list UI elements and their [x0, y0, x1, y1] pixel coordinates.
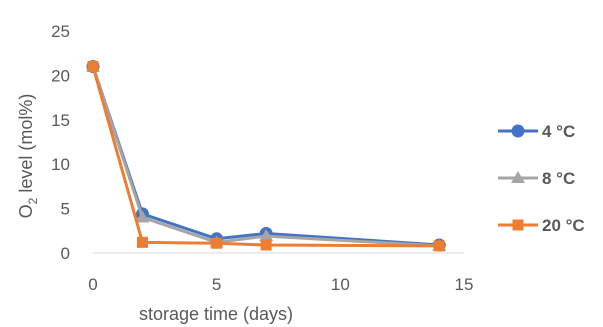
series-triangle: [86, 59, 447, 251]
data-point-square: [87, 61, 99, 73]
y-tick-label: 25: [51, 22, 70, 41]
data-point-triangle: [259, 229, 274, 242]
data-point-triangle: [135, 210, 150, 223]
data-point-square: [211, 237, 223, 249]
y-tick-label: 10: [51, 155, 70, 174]
data-point-square: [260, 239, 272, 251]
x-tick-labels: 0 5 10 15: [88, 275, 473, 294]
y-tick-label: 15: [51, 111, 70, 130]
y-tick-label: 0: [61, 244, 70, 263]
y-axis-title: O2 level (mol%): [16, 94, 40, 219]
data-point-square: [433, 240, 445, 252]
legend-marker-circle: [511, 124, 525, 138]
legend-label: 20 °C: [542, 216, 585, 235]
y-axis-title-subscript: 2: [26, 197, 40, 204]
x-tick-label: 10: [331, 275, 350, 294]
y-tick-label: 20: [51, 66, 70, 85]
legend-label: 8 °C: [542, 169, 575, 188]
y-tick-label: 5: [61, 200, 70, 219]
legend-item: 8 °C: [498, 169, 575, 188]
series-circle: [86, 60, 446, 252]
legend-marker-triangle: [511, 171, 525, 183]
legend-item: 4 °C: [498, 122, 575, 141]
series-group: [86, 59, 447, 252]
legend-marker-square: [512, 219, 524, 231]
data-point-square: [136, 236, 148, 248]
y-axis-title-rest: level (mol%): [16, 94, 36, 198]
x-tick-label: 5: [212, 275, 221, 294]
legend: 4 °C 8 °C 20 °C: [498, 122, 585, 235]
x-axis-title: storage time (days): [139, 304, 293, 324]
y-axis-title-base: O: [16, 204, 36, 218]
x-tick-label: 0: [88, 275, 97, 294]
y-tick-labels: 0 5 10 15 20 25: [51, 22, 70, 263]
legend-label: 4 °C: [542, 122, 575, 141]
series-square: [87, 61, 445, 252]
x-tick-label: 15: [455, 275, 474, 294]
legend-item: 20 °C: [498, 216, 585, 235]
